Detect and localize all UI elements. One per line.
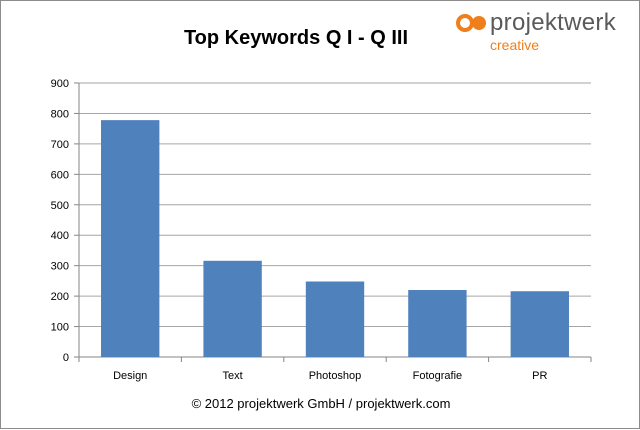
y-tick-label: 200 [51, 291, 69, 303]
logo: projektwerk creative [456, 9, 636, 57]
chart-title: Top Keywords Q I - Q III [183, 27, 409, 49]
x-tick-label: Photoshop [309, 370, 362, 382]
y-tick-label: 400 [51, 230, 69, 242]
y-tick-label: 100 [51, 322, 69, 334]
bar-fotografie [408, 290, 467, 357]
bar-photoshop [305, 281, 365, 357]
y-tick-label: 600 [51, 169, 69, 181]
bar-text [203, 260, 262, 357]
x-tick-label: Text [223, 370, 243, 382]
x-tick-label: Design [113, 370, 147, 382]
y-tick-label: 0 [63, 352, 69, 364]
bar-pr [510, 291, 569, 357]
y-tick-label: 500 [51, 200, 69, 212]
x-tick-label: Fotografie [413, 370, 463, 382]
logo-tagline: creative [490, 37, 540, 53]
y-tick-label: 900 [51, 78, 69, 90]
bar-design [101, 120, 160, 358]
y-tick-label: 700 [51, 139, 69, 151]
logo-name: projektwerk [490, 9, 617, 36]
footer-copyright: © 2012 projektwerk GmbH / projektwerk.co… [191, 396, 451, 411]
projektwerk-logo-icon [456, 14, 486, 32]
y-tick-label: 300 [51, 261, 69, 273]
y-tick-label: 800 [51, 108, 69, 120]
x-tick-label: PR [532, 370, 547, 382]
